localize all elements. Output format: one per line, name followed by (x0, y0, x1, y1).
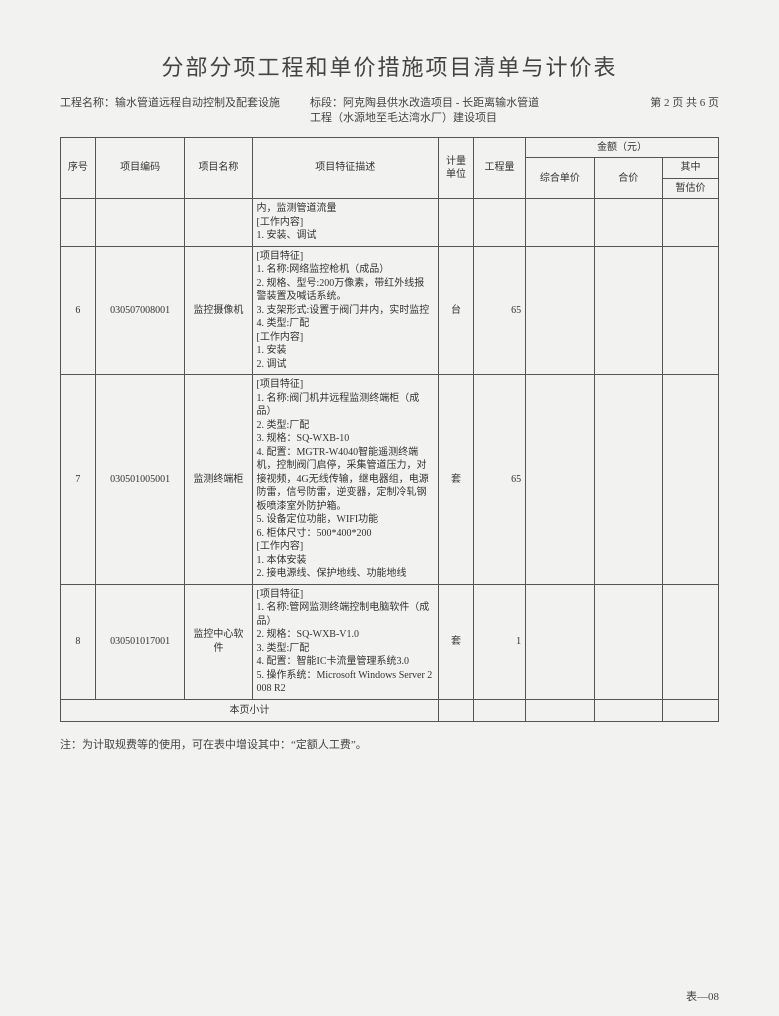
cell-desc: [项目特征]1. 名称:网络监控枪机（成品）2. 规格、型号:200万像素，带红… (252, 246, 439, 375)
cell-seq: 8 (61, 584, 96, 699)
th-qty: 工程量 (473, 137, 525, 199)
cell-unit: 套 (439, 375, 474, 585)
section-value: 阿克陶县供水改造项目 - 长距离输水管道工程（水源地至毛达湾水厂）建设项目 (310, 97, 539, 124)
cell-unit-price (526, 584, 594, 699)
meta-project: 工程名称：输水管道远程自动控制及配套设施 (60, 96, 310, 127)
cell-unit: 台 (439, 246, 474, 375)
th-total-price: 合价 (594, 158, 662, 199)
cell-unit: 套 (439, 584, 474, 699)
subtotal-label: 本页小计 (61, 699, 439, 721)
cell-code: 030501005001 (95, 375, 185, 585)
section-label: 标段： (310, 97, 343, 109)
cell-total-price (594, 375, 662, 585)
th-amount-group: 金额（元） (526, 137, 719, 158)
cell-unit-price (526, 375, 594, 585)
table-row: 7 030501005001 监测终端柜 [项目特征]1. 名称:阀门机井远程监… (61, 375, 719, 585)
cell-sub-est (662, 246, 718, 375)
cell-unit-price (526, 199, 594, 247)
meta-pagination: 第 2 页 共 6 页 (550, 96, 719, 127)
subtotal-empty (439, 699, 474, 721)
cell-unit-price (526, 246, 594, 375)
cell-code: 030501017001 (95, 584, 185, 699)
page-suffix: 页 (708, 97, 719, 109)
cell-sub-est (662, 375, 718, 585)
th-unit: 计量单位 (439, 137, 474, 199)
cell-name: 监测终端柜 (185, 375, 252, 585)
page-mid: 页 共 (672, 97, 697, 109)
th-name: 项目名称 (185, 137, 252, 199)
th-sub-group: 其中 (662, 158, 718, 179)
project-value: 输水管道远程自动控制及配套设施 (115, 97, 280, 109)
cell-name (185, 199, 252, 247)
table-row: 8 030501017001 监控中心软件 [项目特征]1. 名称:管网监测终端… (61, 584, 719, 699)
cell-name: 监控中心软件 (185, 584, 252, 699)
cell-total-price (594, 199, 662, 247)
th-desc: 项目特征描述 (252, 137, 439, 199)
cell-sub-est (662, 584, 718, 699)
table-head: 序号 项目编码 项目名称 项目特征描述 计量单位 工程量 金额（元） 综合单价 … (61, 137, 719, 199)
cell-desc: 内，监测管道流量[工作内容]1. 安装、调试 (252, 199, 439, 247)
th-code: 项目编码 (95, 137, 185, 199)
table-body: 内，监测管道流量[工作内容]1. 安装、调试 6 030507008001 监控… (61, 199, 719, 722)
th-seq: 序号 (61, 137, 96, 199)
cell-seq: 7 (61, 375, 96, 585)
cell-seq (61, 199, 96, 247)
cell-total-price (594, 246, 662, 375)
cell-seq: 6 (61, 246, 96, 375)
meta-section: 标段：阿克陶县供水改造项目 - 长距离输水管道工程（水源地至毛达湾水厂）建设项目 (310, 96, 550, 127)
subtotal-empty (473, 699, 525, 721)
cell-qty: 65 (473, 246, 525, 375)
page-title: 分部分项工程和单价措施项目清单与计价表 (60, 50, 719, 82)
cell-unit (439, 199, 474, 247)
form-id: 表—08 (686, 988, 719, 1004)
project-label: 工程名称： (60, 97, 115, 109)
cell-code: 030507008001 (95, 246, 185, 375)
page-prefix: 第 (650, 97, 661, 109)
page-total: 6 (700, 97, 706, 109)
cell-code (95, 199, 185, 247)
cell-qty: 1 (473, 584, 525, 699)
table-row: 6 030507008001 监控摄像机 [项目特征]1. 名称:网络监控枪机（… (61, 246, 719, 375)
cell-total-price (594, 584, 662, 699)
subtotal-row: 本页小计 (61, 699, 719, 721)
document-page: 分部分项工程和单价措施项目清单与计价表 工程名称：输水管道远程自动控制及配套设施… (0, 0, 779, 1016)
page-current: 2 (664, 97, 670, 109)
table-row: 内，监测管道流量[工作内容]1. 安装、调试 (61, 199, 719, 247)
subtotal-empty (526, 699, 594, 721)
th-sub-est: 暂估价 (662, 178, 718, 199)
cell-desc: [项目特征]1. 名称:管网监测终端控制电脑软件（成品）2. 规格：SQ-WXB… (252, 584, 439, 699)
pricing-table: 序号 项目编码 项目名称 项目特征描述 计量单位 工程量 金额（元） 综合单价 … (60, 137, 719, 722)
cell-qty: 65 (473, 375, 525, 585)
cell-qty (473, 199, 525, 247)
cell-sub-est (662, 199, 718, 247)
subtotal-empty (662, 699, 718, 721)
meta-row: 工程名称：输水管道远程自动控制及配套设施 标段：阿克陶县供水改造项目 - 长距离… (60, 96, 719, 127)
cell-name: 监控摄像机 (185, 246, 252, 375)
subtotal-empty (594, 699, 662, 721)
th-unit-price: 综合单价 (526, 158, 594, 199)
footer-note: 注：为计取规费等的使用，可在表中增设其中：“定额人工费”。 (60, 736, 719, 752)
cell-desc: [项目特征]1. 名称:阀门机井远程监测终端柜（成品）2. 类型:厂配3. 规格… (252, 375, 439, 585)
